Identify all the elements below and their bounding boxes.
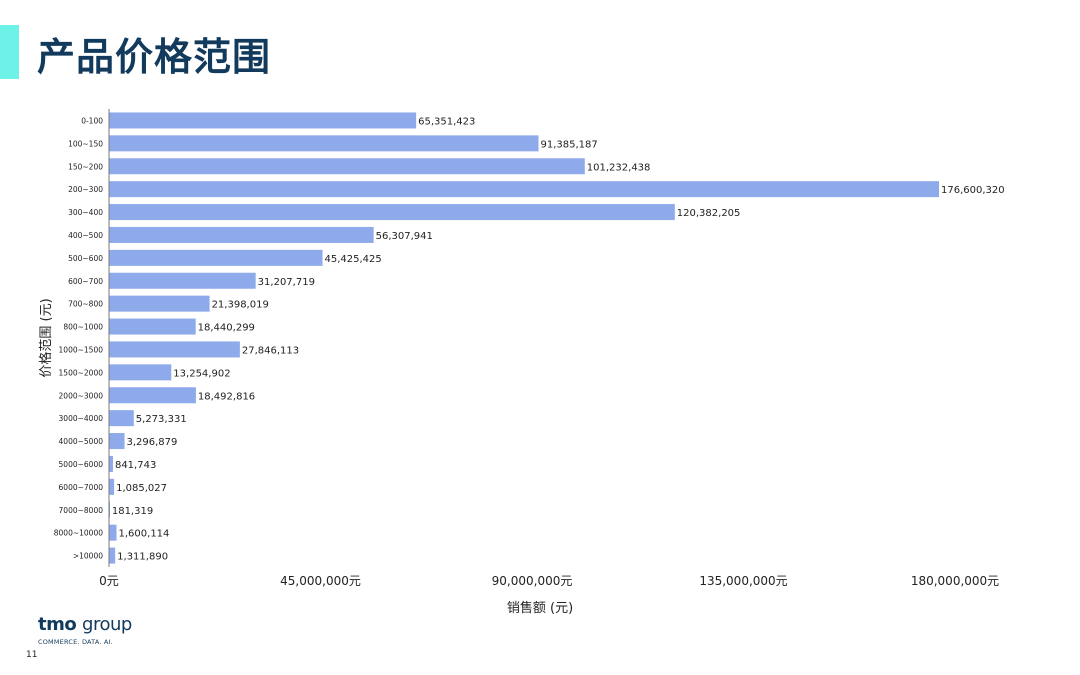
bar-2 bbox=[109, 158, 585, 175]
bar-13 bbox=[109, 410, 134, 427]
data-label: 21,398,019 bbox=[212, 300, 269, 311]
bar-14 bbox=[109, 433, 125, 450]
data-label: 65,351,423 bbox=[418, 116, 475, 127]
y-tick-label: 0-100 bbox=[81, 116, 103, 125]
data-label: 18,492,816 bbox=[198, 391, 255, 402]
data-label: 1,085,027 bbox=[116, 483, 167, 494]
y-tick-label: 6000~7000 bbox=[59, 483, 104, 492]
data-label: 5,273,331 bbox=[136, 414, 187, 425]
y-tick-label: 300~400 bbox=[68, 208, 103, 217]
x-tick-label: 135,000,000元 bbox=[699, 574, 787, 588]
y-tick-label: 1500~2000 bbox=[59, 368, 104, 377]
logo-brand: tmo bbox=[38, 614, 77, 635]
bar-4 bbox=[109, 204, 675, 221]
bar-3 bbox=[109, 181, 940, 198]
bar-1 bbox=[109, 135, 539, 152]
data-label: 91,385,187 bbox=[541, 139, 598, 150]
y-tick-label: 600~700 bbox=[68, 277, 103, 286]
y-tick-label: 3000~4000 bbox=[59, 414, 104, 423]
y-tick-label: 100~150 bbox=[68, 139, 103, 148]
data-label: 841,743 bbox=[115, 460, 156, 471]
bar-6 bbox=[109, 249, 323, 266]
y-tick-label: 700~800 bbox=[68, 300, 103, 309]
bar-8 bbox=[109, 295, 210, 312]
y-tick-label: 4000~5000 bbox=[59, 437, 104, 446]
data-label: 45,425,425 bbox=[324, 254, 381, 265]
bar-15 bbox=[109, 455, 113, 472]
x-tick-label: 180,000,000元 bbox=[911, 574, 999, 588]
x-tick-label: 45,000,000元 bbox=[280, 574, 361, 588]
title-accent-bar bbox=[0, 25, 19, 79]
data-label: 101,232,438 bbox=[587, 162, 651, 173]
y-tick-label: >10000 bbox=[73, 552, 103, 561]
bar-9 bbox=[109, 318, 196, 335]
bar-16 bbox=[109, 478, 115, 495]
y-tick-label: 200~300 bbox=[68, 185, 103, 194]
logo-group: group bbox=[82, 614, 132, 635]
data-label: 3,296,879 bbox=[126, 437, 177, 448]
y-tick-label: 2000~3000 bbox=[59, 391, 104, 400]
data-label: 31,207,719 bbox=[258, 277, 315, 288]
bar-0 bbox=[109, 112, 417, 129]
bar-12 bbox=[109, 387, 196, 404]
data-label: 120,382,205 bbox=[677, 208, 741, 219]
data-label: 13,254,902 bbox=[173, 368, 230, 379]
bar-17 bbox=[109, 501, 110, 518]
y-tick-label: 1000~1500 bbox=[59, 345, 104, 354]
y-tick-label: 150~200 bbox=[68, 162, 103, 171]
y-tick-label: 5000~6000 bbox=[59, 460, 104, 469]
page-number: 11 bbox=[26, 650, 38, 660]
bar-7 bbox=[109, 272, 256, 289]
bar-10 bbox=[109, 341, 240, 358]
data-label: 1,600,114 bbox=[119, 529, 170, 540]
company-logo: tmo group COMMERCE. DATA. AI. bbox=[38, 614, 148, 654]
bar-11 bbox=[109, 364, 172, 381]
y-tick-label: 8000~10000 bbox=[54, 529, 103, 538]
y-tick-label: 800~1000 bbox=[63, 323, 103, 332]
x-axis-title: 销售额 (元) bbox=[507, 600, 573, 616]
page-title: 产品价格范围 bbox=[37, 35, 272, 79]
y-tick-label: 400~500 bbox=[68, 231, 103, 240]
data-label: 27,846,113 bbox=[242, 345, 299, 356]
y-axis-title: 价格范围 (元) bbox=[38, 298, 54, 377]
data-label: 56,307,941 bbox=[376, 231, 433, 242]
y-tick-label: 500~600 bbox=[68, 254, 103, 263]
y-tick-label: 7000~8000 bbox=[59, 506, 104, 515]
bar-18 bbox=[109, 524, 117, 541]
data-label: 18,440,299 bbox=[198, 323, 255, 334]
bar-19 bbox=[109, 547, 116, 564]
data-label: 1,311,890 bbox=[117, 552, 168, 563]
x-tick-label: 0元 bbox=[99, 574, 119, 588]
data-label: 181,319 bbox=[112, 506, 153, 517]
x-tick-label: 90,000,000元 bbox=[492, 574, 573, 588]
bar-5 bbox=[109, 226, 374, 243]
data-label: 176,600,320 bbox=[941, 185, 1005, 196]
logo-tagline: COMMERCE. DATA. AI. bbox=[38, 638, 113, 646]
